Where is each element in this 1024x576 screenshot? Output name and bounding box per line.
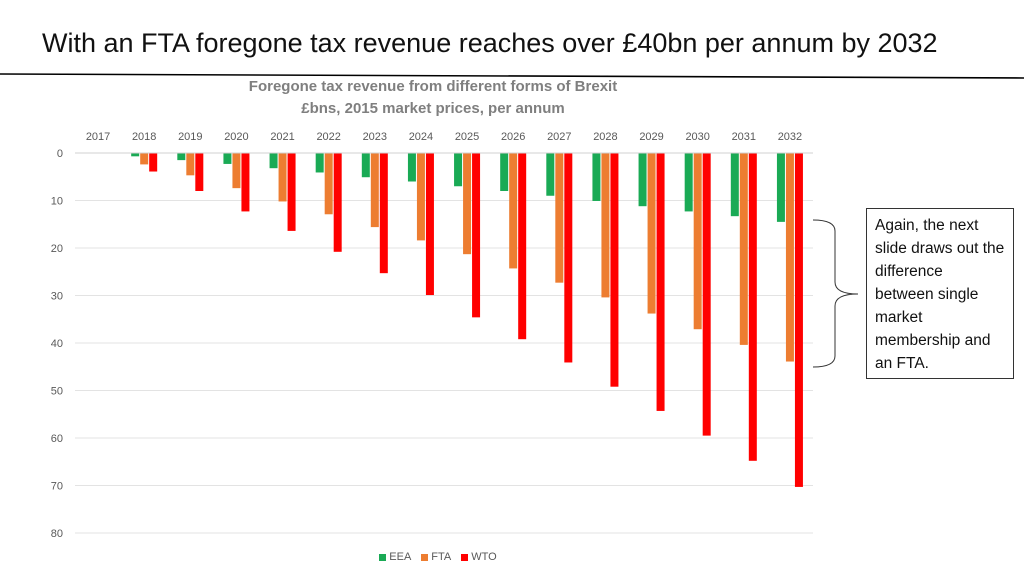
- bar-wto-2031: [748, 153, 757, 461]
- y-tick-label: 30: [51, 291, 63, 303]
- bar-eea-2026: [500, 153, 509, 191]
- chart-title-line1: Foregone tax revenue from different form…: [248, 78, 618, 95]
- bar-fta-2029: [647, 153, 656, 314]
- x-tick-label: 2025: [455, 131, 479, 143]
- y-tick-label: 70: [51, 481, 63, 493]
- bar-fta-2020: [232, 153, 241, 189]
- bar-wto-2026: [518, 153, 527, 340]
- legend-item-fta: FTA: [421, 551, 451, 563]
- bar-wto-2028: [610, 153, 619, 387]
- x-tick-label: 2024: [409, 131, 433, 143]
- chart-title-line2: £bns, 2015 market prices, per annum: [301, 100, 565, 117]
- x-tick-label: 2022: [316, 131, 340, 143]
- legend-item-eea: EEA: [379, 551, 411, 563]
- bar-eea-2029: [638, 153, 647, 207]
- bar-eea-2027: [546, 153, 555, 196]
- bar-fta-2019: [186, 153, 195, 176]
- bar-wto-2022: [333, 153, 342, 252]
- callout-box: Again, the next slide draws out the diff…: [866, 208, 1014, 379]
- x-tick-label: 2028: [593, 131, 617, 143]
- legend-label-fta: FTA: [431, 551, 452, 563]
- bar-fta-2031: [739, 153, 748, 345]
- bar-fta-2025: [463, 153, 472, 255]
- bar-wto-2018: [149, 153, 158, 172]
- bar-eea-2018: [131, 153, 140, 157]
- bar-fta-2032: [785, 153, 794, 362]
- bar-wto-2027: [564, 153, 573, 363]
- bar-eea-2022: [315, 153, 324, 173]
- slide-title: With an FTA foregone tax revenue reaches…: [42, 28, 938, 58]
- y-tick-label: 0: [57, 148, 63, 160]
- bar-wto-2024: [425, 153, 434, 296]
- bar-wto-2023: [379, 153, 388, 274]
- x-tick-label: 2030: [685, 131, 709, 143]
- bar-fta-2026: [509, 153, 518, 269]
- legend-swatch-wto: [461, 553, 469, 561]
- chart-title: Foregone tax revenue from different form…: [180, 76, 686, 120]
- y-tick-label: 40: [51, 338, 63, 350]
- title-divider: [0, 73, 1024, 79]
- x-tick-label: 2018: [132, 131, 156, 143]
- bar-wto-2030: [702, 153, 711, 436]
- bar-eea-2032: [776, 153, 785, 222]
- bar-fta-2022: [324, 153, 333, 215]
- bar-fta-2018: [140, 153, 149, 165]
- x-tick-label: 2027: [547, 131, 571, 143]
- y-tick-label: 50: [51, 386, 63, 398]
- bar-fta-2027: [555, 153, 564, 283]
- x-tick-label: 2031: [732, 131, 756, 143]
- bar-eea-2028: [592, 153, 601, 201]
- chart-legend: EEA FTA WTO: [0, 551, 876, 563]
- x-tick-label: 2026: [501, 131, 525, 143]
- bar-fta-2028: [601, 153, 610, 298]
- legend-item-wto: WTO: [461, 551, 497, 563]
- y-tick-label: 80: [51, 528, 63, 540]
- bar-eea-2023: [361, 153, 370, 178]
- legend-label-wto: WTO: [471, 551, 497, 563]
- bar-fta-2021: [278, 153, 287, 202]
- legend-label-eea: EEA: [389, 551, 412, 563]
- bar-eea-2019: [177, 153, 186, 161]
- x-tick-label: 2032: [778, 131, 802, 143]
- bar-wto-2025: [472, 153, 481, 318]
- bar-eea-2031: [730, 153, 739, 217]
- bar-eea-2021: [269, 153, 278, 169]
- bar-eea-2024: [407, 153, 416, 182]
- x-tick-label: 2020: [224, 131, 248, 143]
- bar-fta-2023: [370, 153, 379, 228]
- x-tick-label: 2023: [363, 131, 387, 143]
- bar-wto-2019: [195, 153, 204, 191]
- x-tick-label: 2029: [639, 131, 663, 143]
- y-tick-label: 10: [51, 196, 63, 208]
- bar-wto-2032: [794, 153, 803, 487]
- bar-wto-2029: [656, 153, 665, 411]
- bar-wto-2020: [241, 153, 250, 212]
- x-tick-label: 2021: [270, 131, 294, 143]
- y-tick-label: 60: [51, 433, 63, 445]
- bar-wto-2021: [287, 153, 296, 231]
- bar-fta-2024: [416, 153, 425, 241]
- y-tick-label: 20: [51, 243, 63, 255]
- legend-swatch-fta: [421, 553, 429, 561]
- bar-eea-2025: [454, 153, 463, 187]
- x-tick-label: 2019: [178, 131, 202, 143]
- x-tick-label: 2017: [86, 131, 110, 143]
- bar-eea-2030: [684, 153, 693, 212]
- bar-eea-2020: [223, 153, 232, 164]
- legend-swatch-eea: [379, 553, 387, 561]
- bar-fta-2030: [693, 153, 702, 330]
